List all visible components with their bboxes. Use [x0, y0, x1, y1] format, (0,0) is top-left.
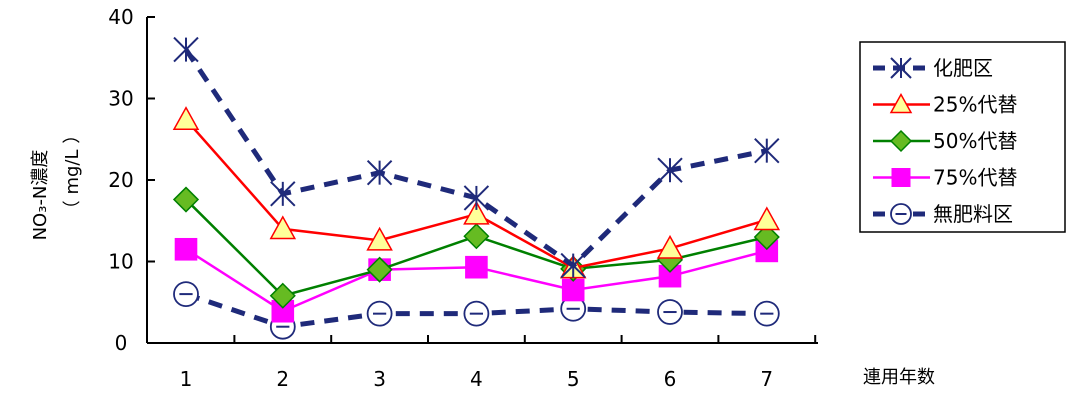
marker-square — [174, 237, 198, 261]
data-point — [269, 215, 297, 240]
axes — [146, 16, 818, 344]
marker-diamond — [269, 282, 296, 309]
x-tick-label: 2 — [276, 367, 289, 391]
x-tick-label: 5 — [567, 367, 580, 391]
marker-triangle — [656, 234, 684, 259]
legend-label: 75%代替 — [933, 166, 1017, 190]
series-1 — [173, 36, 780, 279]
data-point — [463, 223, 490, 250]
legend-item: 化肥区 — [873, 56, 993, 80]
marker-diamond — [753, 223, 780, 251]
marker-square — [891, 168, 911, 187]
series-5 — [173, 281, 780, 340]
y-tick-labels: 0 10 20 30 40 — [108, 5, 133, 355]
marker-square — [561, 278, 585, 302]
legend-item: 無肥料区 — [873, 202, 1013, 226]
x-tick-label: 3 — [373, 367, 386, 391]
data-point — [366, 226, 393, 251]
marker-triangle — [172, 106, 200, 131]
data-point — [270, 181, 296, 207]
marker-diamond — [889, 129, 913, 153]
y-tick-label: 20 — [108, 168, 133, 192]
x-axis-title: 連用年数 — [863, 367, 935, 388]
legend-item: 25%代替 — [873, 93, 1017, 117]
y-tick-label: 30 — [108, 87, 133, 111]
marker-triangle — [463, 200, 490, 225]
data-point — [173, 36, 199, 63]
y-tick-label: 10 — [108, 250, 133, 274]
legend-label: 50%代替 — [933, 129, 1017, 153]
data-point — [465, 255, 488, 279]
data-point — [657, 157, 683, 183]
y-tick-label: 40 — [108, 5, 133, 29]
data-point — [174, 237, 198, 261]
y-axis-unit: （ mg/L ） — [62, 126, 83, 219]
legend-label: 化肥区 — [933, 56, 993, 80]
data-point — [657, 299, 683, 325]
data-point — [269, 282, 296, 309]
data-point — [463, 185, 490, 211]
data-point — [560, 252, 586, 279]
marker-triangle — [889, 92, 913, 114]
x-tick-label: 4 — [470, 367, 483, 391]
data-point — [754, 137, 780, 164]
marker-diamond — [172, 186, 200, 213]
legend-item: 50%代替 — [873, 129, 1017, 153]
data-point — [656, 234, 684, 259]
y-axis-title: NO₃-N濃度 — [30, 150, 51, 241]
data-point — [366, 159, 393, 186]
series-layer — [172, 36, 781, 340]
data-point — [172, 186, 200, 213]
data-point — [753, 206, 781, 231]
x-tick-labels: 1 2 3 4 5 6 7 — [180, 367, 774, 391]
legend-label: 無肥料区 — [933, 202, 1013, 226]
data-point — [561, 278, 585, 302]
data-point — [463, 300, 490, 327]
marker-triangle — [753, 206, 781, 231]
marker-triangle — [269, 215, 297, 240]
marker-diamond — [463, 223, 490, 250]
data-point — [366, 300, 393, 327]
data-point — [753, 223, 780, 251]
x-tick-label: 7 — [760, 367, 773, 391]
x-tick-label: 1 — [180, 367, 193, 391]
marker-square — [465, 255, 488, 279]
data-point — [463, 200, 490, 225]
data-point — [173, 281, 199, 308]
data-point — [753, 300, 780, 327]
legend-label: 25%代替 — [933, 93, 1017, 117]
legend-item: 75%代替 — [873, 166, 1017, 190]
series-2 — [172, 106, 781, 279]
marker-triangle — [366, 226, 393, 251]
data-point — [366, 256, 393, 283]
y-tick-label: 0 — [115, 331, 128, 355]
marker-diamond — [366, 256, 393, 283]
x-tick-label: 6 — [664, 367, 677, 391]
data-point — [172, 106, 200, 131]
